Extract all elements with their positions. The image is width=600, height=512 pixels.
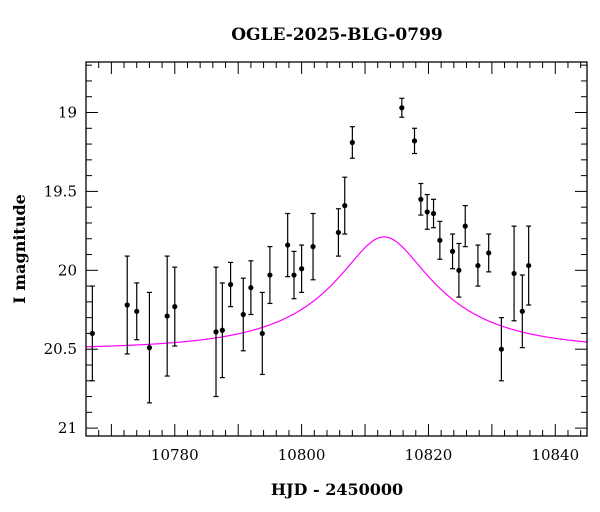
- data-point: [424, 193, 430, 230]
- tick-labels: 10780 10800 10820 10840 19 19.5 20 20.5 21: [44, 103, 580, 464]
- data-point: [227, 261, 234, 308]
- x-tick-label: 10820: [405, 446, 453, 464]
- plot-frame: [85, 61, 588, 437]
- point-marker: [498, 346, 504, 352]
- data-point: [299, 244, 305, 293]
- point-marker: [399, 105, 405, 111]
- data-point: [475, 244, 481, 287]
- data-point: [267, 246, 273, 305]
- data-point: [172, 266, 178, 347]
- point-marker: [349, 139, 355, 146]
- point-marker: [519, 308, 525, 314]
- point-marker: [285, 242, 291, 248]
- x-axis-label: HJD - 2450000: [271, 480, 403, 499]
- data-point: [124, 255, 130, 355]
- point-marker: [146, 345, 153, 351]
- point-marker: [437, 237, 443, 243]
- y-tick-label: 19.5: [44, 182, 77, 200]
- data-point: [349, 126, 355, 159]
- point-marker: [486, 250, 492, 256]
- point-marker: [124, 302, 130, 308]
- y-axis-label: I magnitude: [10, 194, 29, 304]
- data-point: [310, 212, 316, 281]
- data-point: [511, 225, 517, 322]
- point-marker: [134, 308, 140, 314]
- axis-ticks: [85, 62, 587, 436]
- data-point: [240, 277, 246, 352]
- data-point: [259, 291, 265, 376]
- data-point: [291, 250, 297, 300]
- point-marker: [526, 262, 532, 269]
- y-tick-label: 21: [58, 419, 77, 437]
- point-marker: [511, 270, 517, 277]
- point-marker: [267, 272, 273, 278]
- data-point: [248, 260, 254, 316]
- data-point: [519, 274, 525, 349]
- data-point: [437, 220, 443, 260]
- data-point: [285, 212, 291, 278]
- point-marker: [213, 329, 219, 335]
- point-marker: [430, 210, 437, 217]
- data-point: [486, 233, 492, 273]
- data-point: [456, 242, 462, 298]
- point-marker: [456, 267, 462, 273]
- data-point: [134, 282, 140, 341]
- point-marker: [462, 223, 468, 229]
- data-point: [164, 255, 170, 377]
- y-tick-label: 19: [58, 103, 77, 121]
- point-marker: [424, 209, 430, 215]
- point-marker: [248, 285, 254, 291]
- data-point: [89, 285, 95, 382]
- point-marker: [299, 266, 305, 272]
- data-point: [498, 317, 504, 382]
- point-marker: [164, 313, 170, 319]
- point-marker: [449, 248, 456, 254]
- data-point: [146, 291, 153, 404]
- model-curve: [85, 236, 588, 348]
- point-marker: [475, 262, 481, 269]
- point-marker: [310, 244, 316, 250]
- data-point: [342, 176, 348, 235]
- data-point: [418, 182, 424, 216]
- point-marker: [418, 196, 424, 202]
- point-marker: [259, 330, 265, 337]
- point-marker: [291, 272, 297, 278]
- x-tick-label: 10780: [151, 446, 199, 464]
- point-marker: [227, 281, 234, 288]
- point-marker: [172, 303, 178, 310]
- x-tick-label: 10840: [531, 446, 579, 464]
- data-point: [430, 198, 437, 229]
- data-point: [213, 266, 219, 398]
- data-point: [219, 282, 225, 379]
- point-marker: [335, 229, 342, 236]
- y-tick-label: 20: [58, 261, 77, 279]
- data-point: [411, 127, 418, 155]
- point-marker: [240, 311, 246, 318]
- data-point: [399, 97, 405, 118]
- chart-title: OGLE-2025-BLG-0799: [231, 25, 443, 45]
- x-tick-label: 10800: [278, 446, 326, 464]
- point-marker: [342, 203, 348, 209]
- y-tick-label: 20.5: [44, 340, 77, 358]
- data-point: [526, 225, 532, 306]
- point-marker: [89, 330, 95, 337]
- data-points: [89, 97, 532, 404]
- data-point: [462, 205, 468, 248]
- point-marker: [219, 327, 225, 333]
- point-marker: [411, 138, 418, 144]
- data-point: [335, 208, 342, 257]
- data-point: [449, 233, 456, 270]
